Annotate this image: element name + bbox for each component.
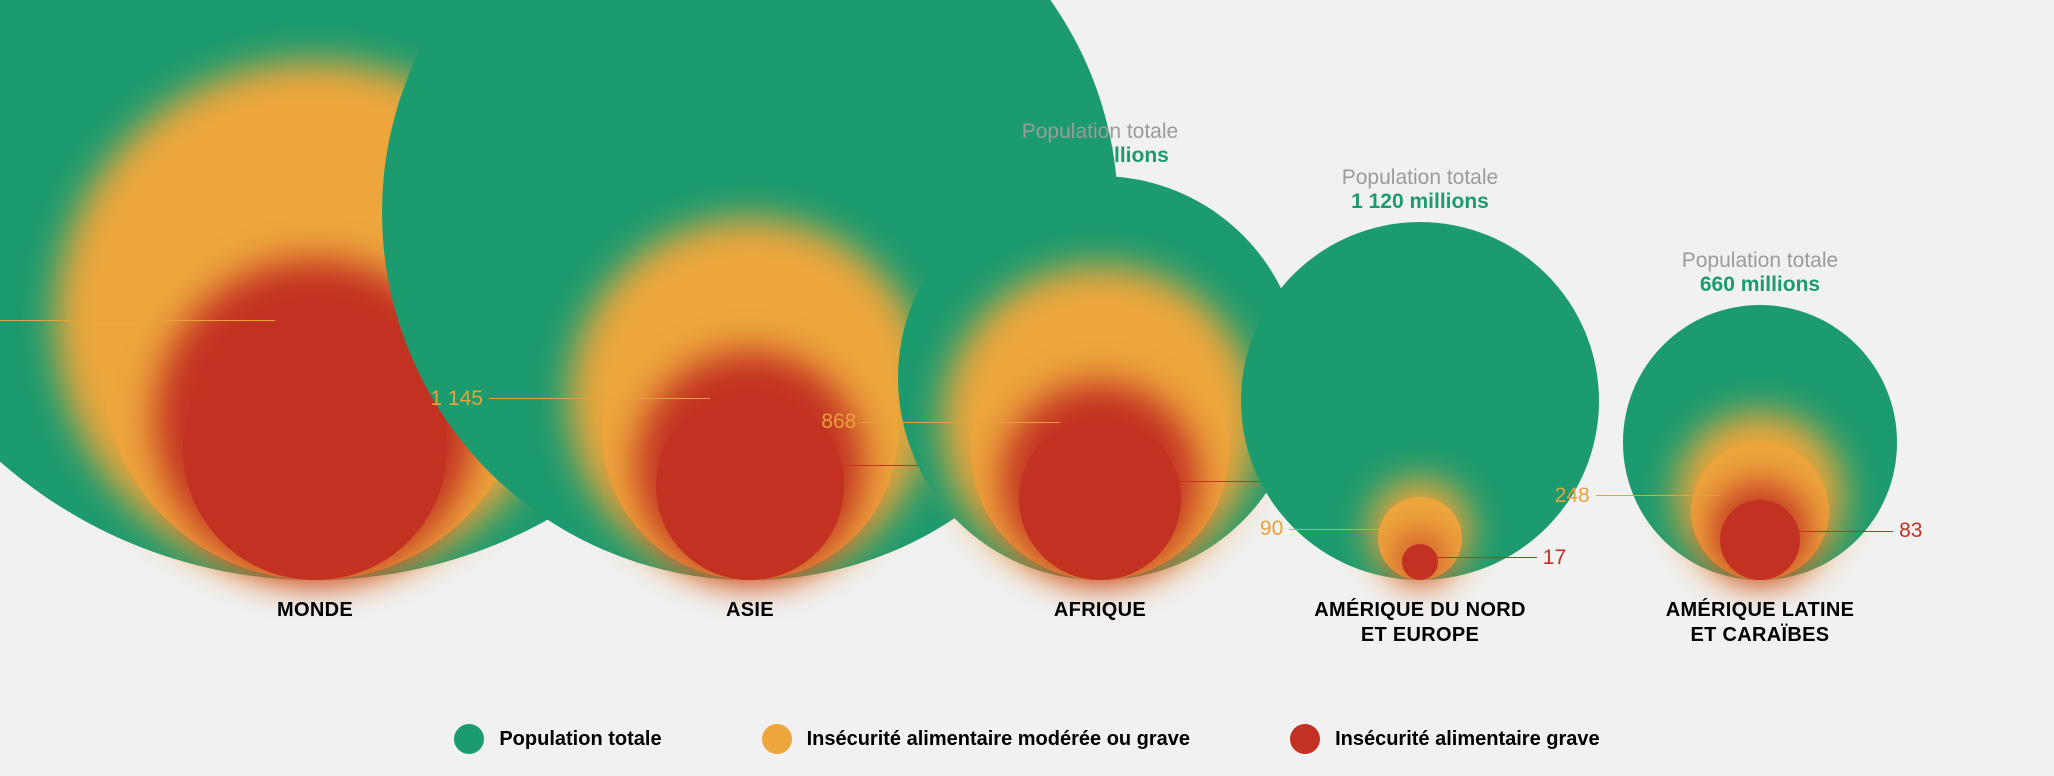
legend-label: Population totale: [499, 728, 661, 751]
population-label: Population totale: [1342, 166, 1498, 190]
legend: Population totale Insécurité alimentaire …: [0, 724, 2054, 754]
legend-label: Insécurité alimentaire modérée ou grave: [807, 728, 1191, 751]
chart-area: Population totale7 975 millions2 357900M…: [40, 0, 2054, 660]
severe-value: 17: [1537, 546, 1566, 570]
region-name: ASIE: [726, 598, 774, 623]
region-name: AMÉRIQUE DU NORDET EUROPE: [1314, 598, 1525, 648]
severe-circle: [656, 392, 844, 580]
moderate-callout: 90: [1260, 517, 1380, 541]
population-value: 1 120 millions: [1342, 190, 1498, 214]
region-amérique latine: Population totale660 millions24883AMÉRIQ…: [1623, 305, 1898, 580]
severe-value: 83: [1893, 519, 1922, 543]
severe-callout: 17: [1420, 546, 1566, 570]
moderate-value: 1 145: [430, 387, 489, 411]
moderate-callout: 2 357: [0, 308, 275, 332]
severe-callout: 83: [1760, 519, 1922, 543]
moderate-value: 868: [821, 410, 862, 434]
population-value: 1 427 millions: [1022, 144, 1178, 168]
callout-line: [1760, 531, 1893, 532]
region-header: Population totale1 427 millions: [1022, 120, 1178, 168]
callout-line: [1420, 557, 1537, 558]
callout-line: [862, 422, 1060, 423]
legend-swatch: [454, 724, 484, 754]
legend-item: Insécurité alimentaire modérée ou grave: [762, 724, 1191, 754]
callout-line: [1596, 495, 1720, 496]
callout-line: [489, 398, 710, 399]
population-value: 660 millions: [1682, 273, 1838, 297]
legend-swatch: [1290, 724, 1320, 754]
legend-label: Insécurité alimentaire grave: [1335, 728, 1600, 751]
moderate-callout: 1 145: [430, 387, 710, 411]
severe-circle: [1019, 418, 1181, 580]
region-name: MONDE: [277, 598, 353, 623]
moderate-value: 90: [1260, 517, 1289, 541]
legend-item: Insécurité alimentaire grave: [1290, 724, 1600, 754]
region-header: Population totale1 120 millions: [1342, 166, 1498, 214]
legend-swatch: [762, 724, 792, 754]
legend-item: Population totale: [454, 724, 661, 754]
region-name: AMÉRIQUE LATINEET CARAÏBES: [1666, 598, 1855, 648]
moderate-callout: 248: [1555, 484, 1720, 508]
population-label: Population totale: [1022, 120, 1178, 144]
region-header: Population totale660 millions: [1682, 249, 1838, 297]
region-amérique du nord: Population totale1 120 millions9017AMÉRI…: [1241, 222, 1599, 580]
callout-line: [0, 320, 275, 321]
region-name: AFRIQUE: [1054, 598, 1146, 623]
moderate-value: 248: [1555, 484, 1596, 508]
moderate-callout: 868: [821, 410, 1060, 434]
population-label: Population totale: [1682, 249, 1838, 273]
callout-line: [1289, 529, 1380, 530]
food-insecurity-infographic: NOMBRE (EN MILLIONS) EN 2022 Population …: [0, 0, 2054, 776]
